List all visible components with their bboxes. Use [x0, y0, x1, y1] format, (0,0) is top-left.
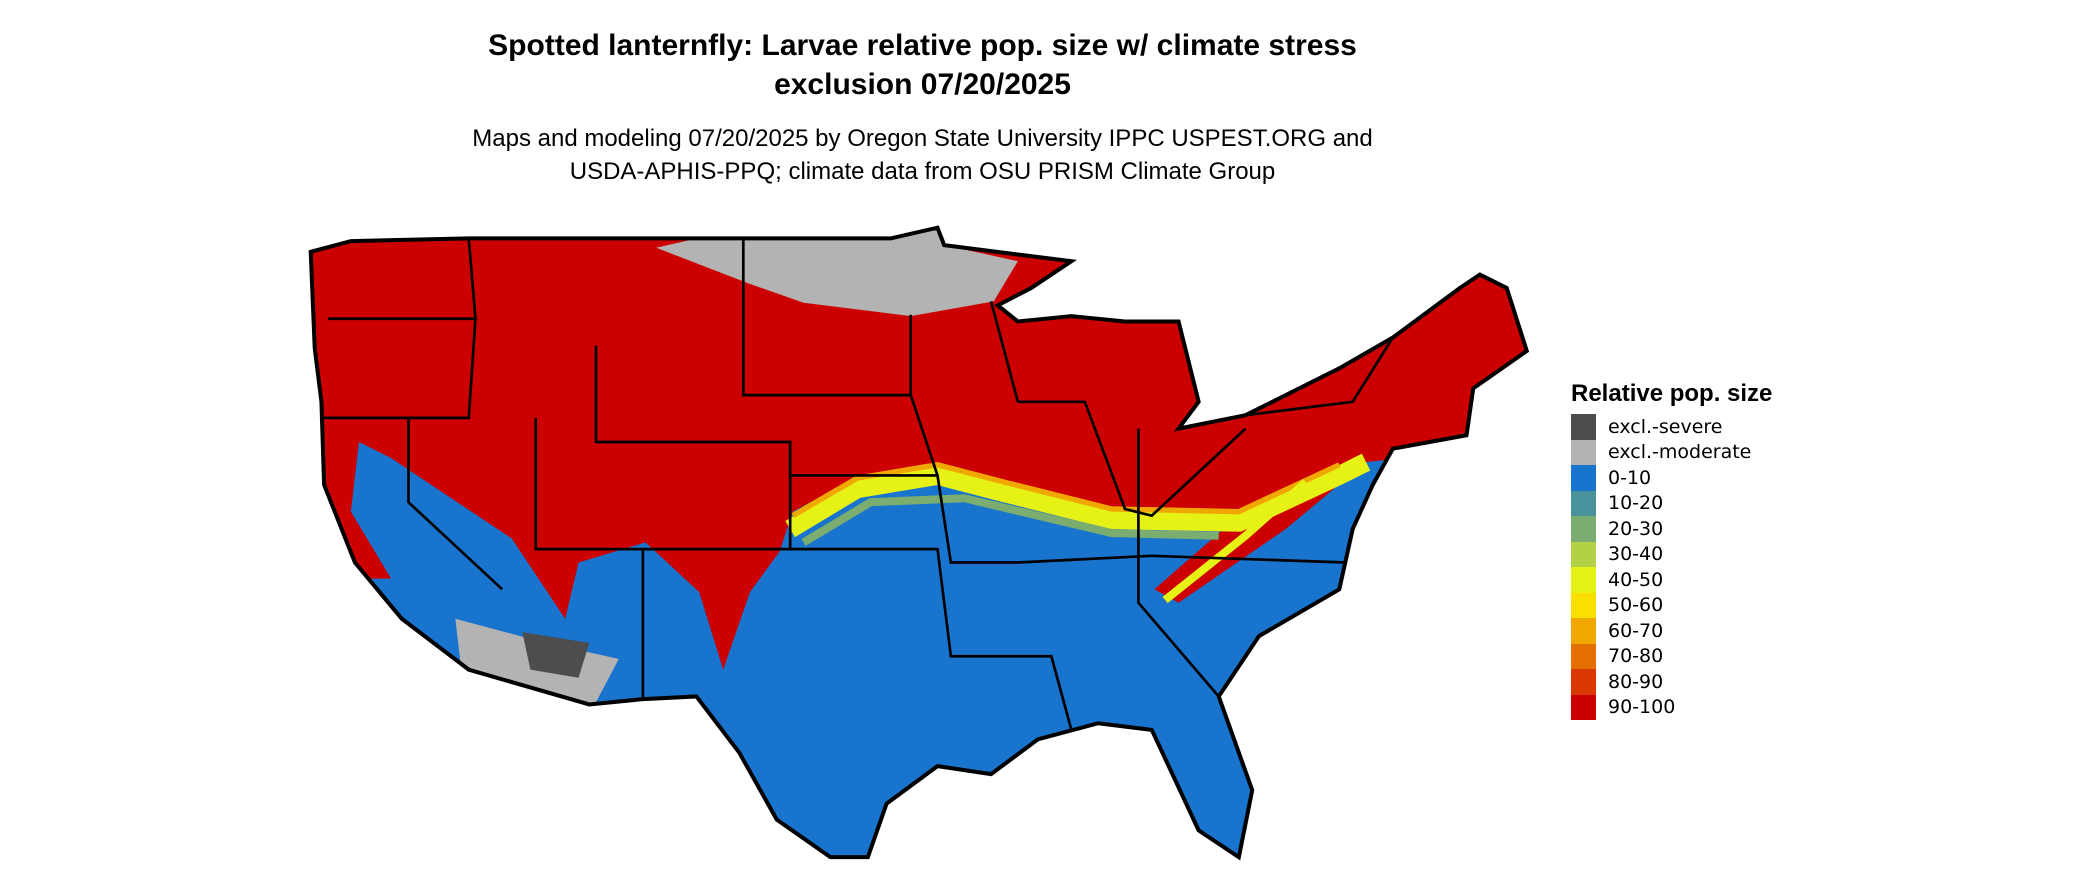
- legend-swatch: [1571, 465, 1596, 491]
- map-title-line1: Spotted lanternfly: Larvae relative pop.…: [488, 29, 1357, 62]
- legend-label: 80-90: [1608, 670, 1664, 693]
- zone-excl-severe: [522, 632, 590, 678]
- legend-swatch: [1571, 516, 1596, 542]
- legend-item: excl.-moderate: [1571, 439, 1772, 465]
- zone-40-60-band: [785, 453, 1371, 538]
- zone-appalachian-band: [1162, 479, 1309, 604]
- legend-label: 20-30: [1608, 517, 1664, 540]
- legend-label: 90-100: [1608, 696, 1676, 719]
- legend-swatch: [1571, 643, 1596, 669]
- legend-item: 60-70: [1571, 618, 1772, 644]
- legend-swatch: [1571, 592, 1596, 618]
- legend-items: excl.-severe excl.-moderate 0-10 10-20 20-30…: [1571, 414, 1772, 720]
- legend-swatch: [1571, 694, 1596, 720]
- legend-swatch: [1571, 567, 1596, 593]
- legend-swatch: [1571, 669, 1596, 695]
- legend-swatch: [1571, 490, 1596, 516]
- legend-item: 90-100: [1571, 694, 1772, 720]
- map-title-line2: exclusion 07/20/2025: [774, 68, 1071, 101]
- legend-swatch: [1571, 439, 1596, 465]
- legend-label: 0-10: [1608, 466, 1652, 489]
- map-subtitle-line1: Maps and modeling 07/20/2025 by Oregon S…: [472, 125, 1373, 152]
- legend-item: 20-30: [1571, 516, 1772, 542]
- legend-item: excl.-severe: [1571, 414, 1772, 440]
- legend-swatch: [1571, 541, 1596, 567]
- legend-label: 60-70: [1608, 619, 1664, 642]
- zone-10-30-band: [801, 494, 1219, 546]
- legend-swatch: [1571, 618, 1596, 644]
- legend-item: 50-60: [1571, 592, 1772, 618]
- legend-label: 30-40: [1608, 543, 1664, 566]
- map-subtitle-line2: USDA-APHIS-PPQ; climate data from OSU PR…: [569, 158, 1276, 185]
- zone-60-80-band: [791, 462, 1341, 518]
- legend-item: 10-20: [1571, 490, 1772, 516]
- legend-item: 30-40: [1571, 541, 1772, 567]
- legend-item: 80-90: [1571, 669, 1772, 695]
- legend-label: 40-50: [1608, 568, 1664, 591]
- legend-label: 50-60: [1608, 594, 1664, 617]
- legend-swatch: [1571, 414, 1596, 440]
- zone-excl-moderate-north: [656, 227, 1018, 317]
- state-borders: [311, 228, 1527, 857]
- legend-title: Relative pop. size: [1571, 380, 1773, 407]
- legend-label: excl.-moderate: [1608, 441, 1752, 464]
- legend-label: excl.-severe: [1608, 415, 1723, 438]
- legend-item: 0-10: [1571, 465, 1772, 491]
- legend-label: 10-20: [1608, 492, 1664, 515]
- legend: Relative pop. size excl.-severe excl.-mod…: [1571, 380, 1772, 720]
- legend-item: 40-50: [1571, 567, 1772, 593]
- legend-item: 70-80: [1571, 643, 1772, 669]
- legend-label: 70-80: [1608, 645, 1664, 668]
